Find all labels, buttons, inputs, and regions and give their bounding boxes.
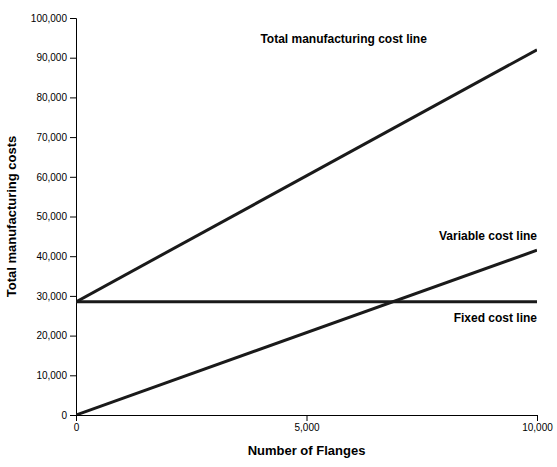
cost-line [76,300,537,303]
y-axis-tick: 0 [61,410,76,421]
y-axis-tick: 30,000 [36,291,76,302]
cost-line [76,50,537,302]
y-axis-tick-mark [70,336,76,337]
annotation: Fixed cost line [454,311,538,325]
y-axis-line [70,19,77,416]
y-axis-tick-mark [70,137,76,138]
y-axis-tick-mark [70,217,76,218]
y-axis-tick: 50,000 [36,211,76,222]
y-axis-tick-label: 100,000 [31,13,68,24]
y-axis-tick-label: 40,000 [36,251,67,262]
y-axis-tick-label: 80,000 [36,92,67,103]
lines [76,50,537,415]
x-axis-tick: 10,000 [522,415,553,433]
y-axis-tick: 10,000 [36,370,76,381]
y-axis-tick-label: 60,000 [36,172,67,183]
y-axis-tick-mark [70,256,76,257]
y-axis-tick-label: 20,000 [36,330,67,341]
y-axis-tick-label: 90,000 [36,52,67,63]
y-axis-tick: 20,000 [36,330,76,341]
y-axis-tick: 60,000 [36,172,76,183]
y-axis-tick-label: 70,000 [36,132,67,143]
chart: 0 5,000 10,000 0 10,000 20,000 30,000 40,000 50,… [0,0,557,467]
x-axis-tick: 0 [74,415,80,433]
y-axis-tick-mark [70,177,76,178]
y-axis-tick-mark [70,415,76,416]
annotation: Total manufacturing cost line [260,32,427,46]
x-axis-tick-label: 10,000 [522,422,553,433]
y-axis-tick-label: 10,000 [36,370,67,381]
y-axis-tick-label: 30,000 [36,291,67,302]
annotation: Variable cost line [439,229,537,243]
y-axis-tick-label: 0 [61,410,67,421]
y-axis-tick-mark [70,375,76,376]
y-axis-tick-mark [70,18,76,19]
y-axis-tick: 40,000 [36,251,76,262]
x-axis-tick-mark [537,415,538,421]
x-axis: 0 5,000 10,000 [74,415,554,433]
cost-line [76,250,537,415]
y-axis: 0 10,000 20,000 30,000 40,000 50,000 60,000 70,… [31,13,77,421]
y-axis-tick: 90,000 [36,52,76,63]
y-axis-tick: 70,000 [36,132,76,143]
x-axis-tick-mark [307,415,308,421]
y-axis-tick-label: 50,000 [36,211,67,222]
x-axis-line [77,416,538,422]
x-axis-title: Number of Flanges [248,443,366,458]
annotations: Total manufacturing cost line Variable co… [260,32,537,324]
y-axis-tick: 100,000 [31,13,76,24]
y-axis-tick-mark [70,97,76,98]
y-axis-tick-mark [70,58,76,59]
x-axis-tick-label: 0 [74,422,80,433]
y-axis-tick-mark [70,296,76,297]
x-axis-tick-label: 5,000 [294,422,319,433]
x-axis-tick: 5,000 [294,415,319,433]
plot: 0 5,000 10,000 0 10,000 20,000 30,000 40,000 50,… [31,13,553,433]
y-axis-title: Total manufacturing costs [4,136,19,298]
y-axis-tick: 80,000 [36,92,76,103]
